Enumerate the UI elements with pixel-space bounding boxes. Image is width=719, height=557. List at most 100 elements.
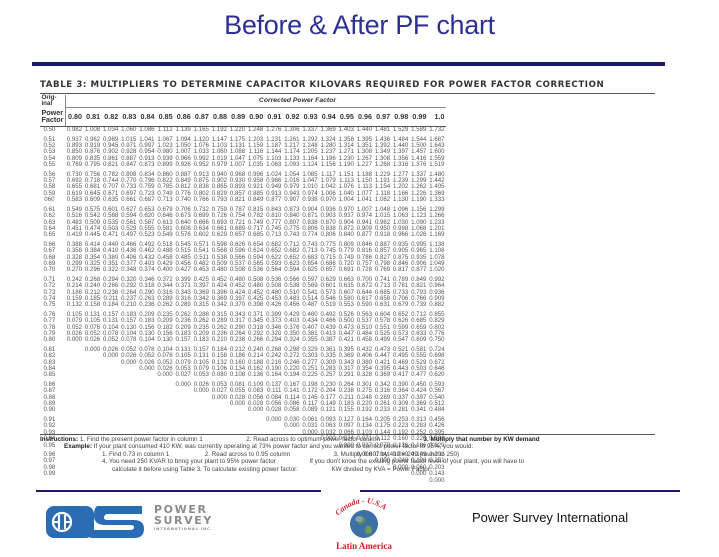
multiplier-cell: 0.210: [121, 301, 137, 309]
multiplier-cell: 0.782: [103, 170, 119, 178]
multiplier-cell: 0.793: [411, 288, 427, 296]
multiplier-cell: 0.252: [411, 428, 427, 436]
table-row: 0.87 0.000 0.027 0.055 0.083 0.111 0.141 0.172 0…: [40, 387, 446, 395]
multiplier-cell: 0.939: [157, 154, 173, 162]
multiplier-cell: 0.450: [411, 380, 427, 388]
multiplier-cell: 0.130: [121, 323, 137, 331]
multiplier-cell: 0.026: [157, 365, 173, 373]
multiplier-cell: 0.802: [193, 189, 209, 197]
multiplier-cell: 0.840: [338, 231, 354, 239]
multiplier-cell: 0.503: [103, 224, 119, 232]
multiplier-cell: 1.201: [429, 224, 445, 232]
multiplier-cell: 0.131: [103, 317, 119, 325]
multiplier-cell: 0.294: [103, 275, 119, 283]
multiplier-cell: 0.777: [266, 218, 282, 226]
multiplier-cell: 0.157: [193, 345, 209, 353]
multiplier-cell: 0.000: [66, 336, 83, 344]
multiplier-cell: 0.865: [211, 183, 228, 191]
multiplier-cell: 0.466: [121, 240, 137, 248]
multiplier-cell: [319, 478, 337, 484]
multiplier-cell: 0.000: [338, 441, 354, 449]
multiplier-cell: 0.937: [66, 135, 83, 143]
table-row: 0.71 0.242 0.268 0.294 0.320 0.346 0.372 0.399 0…: [40, 274, 446, 283]
multiplier-cell: 0.000: [103, 352, 119, 360]
multiplier-cell: 0.740: [175, 196, 191, 204]
multiplier-cell: 0.693: [211, 218, 228, 226]
multiplier-cell: 0.599: [393, 323, 409, 331]
multiplier-cell: 0.299: [66, 259, 83, 267]
multiplier-cell: 0.685: [248, 231, 264, 239]
multiplier-cell: 0.875: [193, 177, 209, 185]
multiplier-cell: 0.184: [211, 345, 228, 353]
multiplier-cell: 0.325: [84, 259, 101, 267]
multiplier-cell: 0.407: [302, 323, 318, 331]
multiplier-cell: 0.400: [157, 266, 173, 274]
multiplier-cell: 0.188: [248, 358, 264, 366]
multiplier-cell: 0.652: [284, 253, 300, 261]
multiplier-cell: 0.343: [175, 288, 191, 296]
table-row: 0.70 0.270 0.296 0.322 0.348 0.374 0.400 0.427 0…: [40, 266, 446, 274]
multiplier-cell: 0.172: [302, 387, 318, 395]
multiplier-cell: 0.204: [320, 387, 336, 395]
multiplier-cell: 0.838: [302, 218, 318, 226]
multiplier-cell: 0.913: [266, 189, 282, 197]
multiplier-cell: 0.399: [266, 310, 282, 318]
multiplier-cell: 0.183: [139, 317, 155, 325]
original-pf-cell: 0.83: [43, 358, 56, 366]
multiplier-cell: 0.157: [103, 310, 119, 318]
multiplier-cell: 0.198: [302, 380, 318, 388]
multiplier-cell: [210, 478, 228, 484]
multiplier-cell: 0.026: [103, 345, 119, 353]
multiplier-cell: 0.598: [211, 240, 228, 248]
multiplier-cell: 0.685: [411, 317, 427, 325]
multiplier-cell: 0.055: [229, 387, 246, 395]
multiplier-cell: 0.652: [393, 310, 409, 318]
multiplier-cell: 0.397: [411, 393, 427, 401]
multiplier-cell: 1.600: [429, 148, 445, 156]
multiplier-cell: 0.510: [284, 288, 300, 296]
multiplier-cell: 0.238: [338, 387, 354, 395]
multiplier-cell: 0.743: [302, 240, 318, 248]
multiplier-cell: 1.267: [356, 154, 373, 162]
multiplier-cell: 0.369: [411, 400, 427, 408]
multiplier-cell: 0.421: [374, 358, 391, 366]
multiplier-cell: 0.216: [266, 358, 282, 366]
table-row: 0.62 0.516 0.542 0.568 0.594 0.620 0.646 0.673 0…: [40, 212, 446, 220]
multiplier-cell: 0.447: [338, 330, 354, 337]
multiplier-cell: 0.698: [429, 352, 445, 360]
multiplier-cell: 0.000: [193, 387, 209, 395]
multiplier-cell: 0.132: [211, 358, 228, 366]
multiplier-cell: 0.563: [356, 310, 373, 318]
multiplier-cell: 0.587: [139, 218, 155, 226]
multiplier-cell: 0.452: [248, 288, 264, 296]
multiplier-cell: 1.144: [266, 148, 282, 156]
multiplier-cell: 0.242: [66, 275, 83, 283]
multiplier-cell: 0.253: [393, 415, 409, 423]
multiplier-cell: 0.732: [193, 205, 209, 213]
table-caption: TABLE 3: MULTIPLIERS TO DETERMINE CAPACI…: [40, 80, 605, 90]
multiplier-cell: 0.458: [157, 253, 173, 261]
multiplier-cell: 1.333: [429, 196, 445, 204]
multiplier-cell: 1.266: [429, 212, 445, 220]
multiplier-cell: 0.700: [356, 275, 373, 283]
multiplier-cell: 0.730: [66, 170, 83, 178]
original-pf-cell: 0.56: [43, 170, 56, 178]
multiplier-cell: [174, 478, 192, 484]
multiplier-cell: 0.078: [157, 352, 173, 360]
title-divider: [32, 62, 665, 66]
multiplier-cell: 0.398: [248, 301, 264, 309]
multiplier-cell: 0.838: [193, 183, 209, 191]
multiplier-cell: 0.573: [320, 288, 336, 296]
multiplier-cell: 1.519: [429, 161, 445, 169]
multiplier-cell: 0.617: [356, 294, 373, 302]
multiplier-cell: 0.000: [121, 358, 137, 366]
multiplier-cell: 1.103: [266, 154, 282, 162]
multiplier-cell: 0.561: [121, 218, 137, 226]
original-pf-cell: 0.78: [43, 323, 56, 331]
multiplier-cell: 0.316: [175, 294, 191, 302]
multiplier-cell: 0.320: [266, 330, 282, 337]
table-row: 0.54 0.809 0.835 0.861 0.887 0.913 0.939 0.966 0…: [40, 154, 446, 162]
multiplier-cell: 0.343: [229, 310, 246, 318]
multiplier-cell: 0.447: [374, 352, 391, 360]
multiplier-cell: 0.061: [302, 415, 318, 423]
